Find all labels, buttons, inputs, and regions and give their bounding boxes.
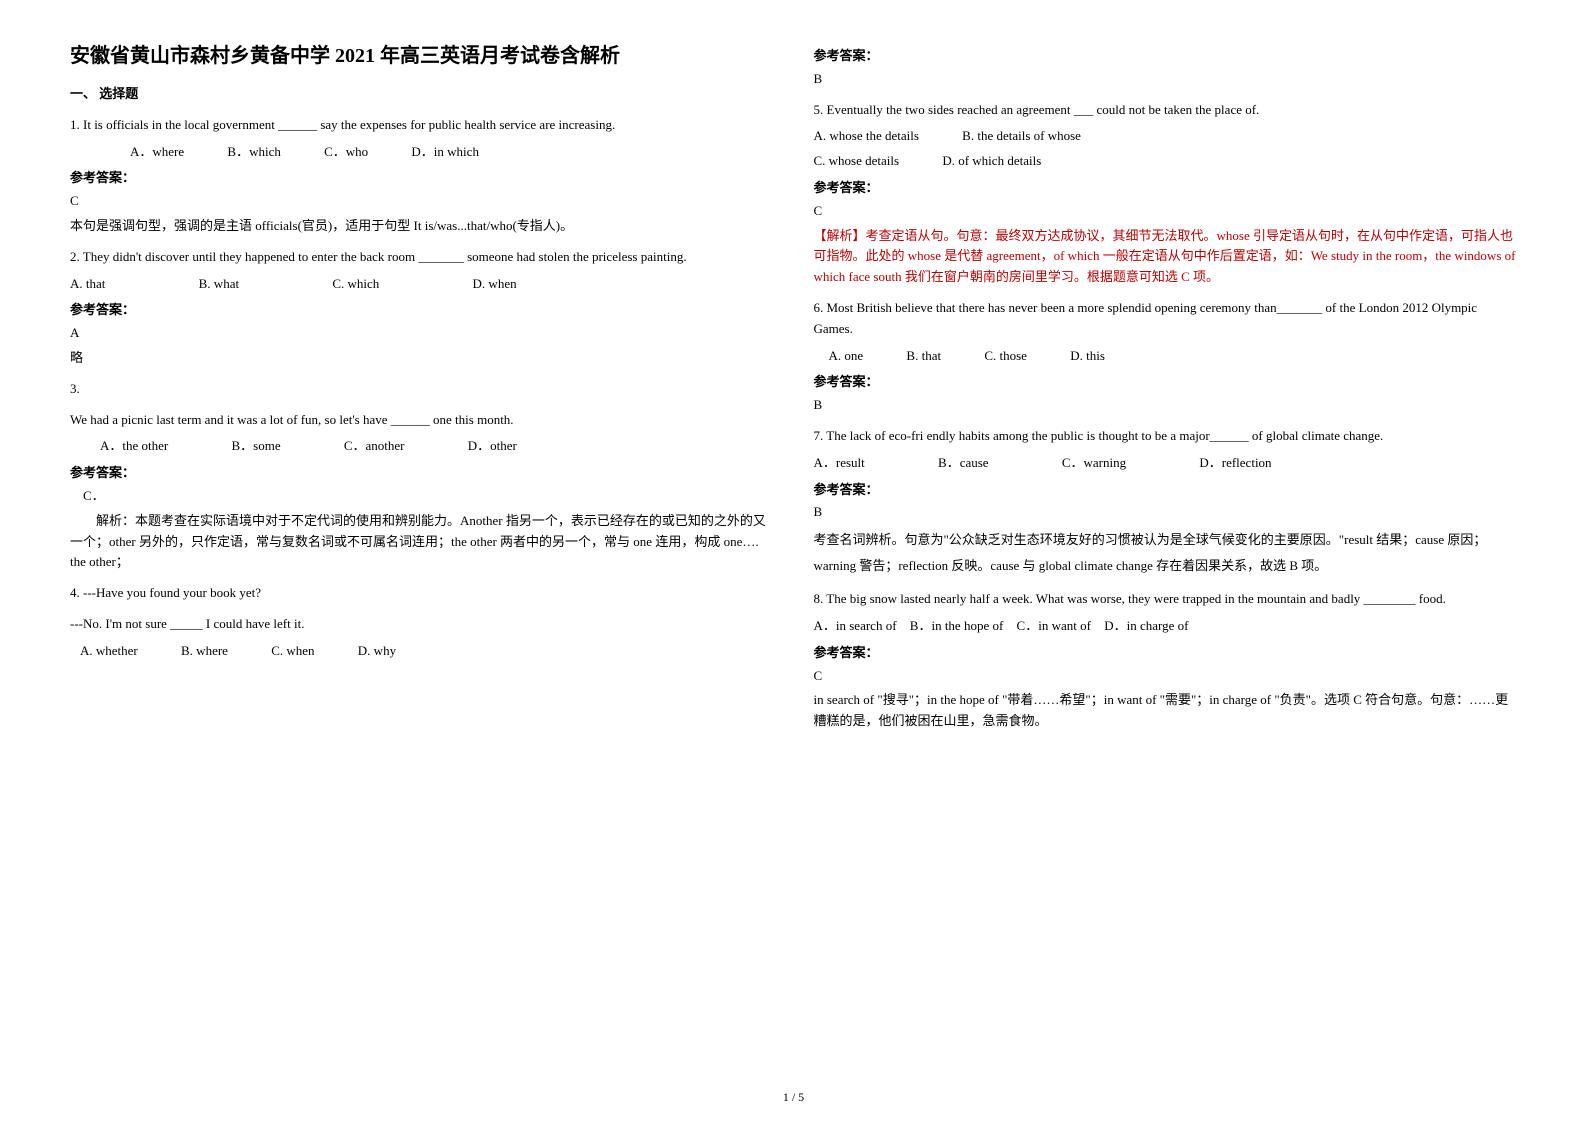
- q6-answer-label: 参考答案：: [814, 372, 1518, 393]
- q5-answer-label: 参考答案：: [814, 178, 1518, 199]
- q3-optC: C．another: [344, 436, 405, 457]
- q7-answer: B: [814, 502, 1518, 523]
- q3-stem: We had a picnic last term and it was a l…: [70, 410, 774, 431]
- q1-explain: 本句是强调句型，强调的是主语 officials(官员)，适用于句型 It is…: [70, 216, 774, 237]
- q8-stem: 8. The big snow lasted nearly half a wee…: [814, 589, 1518, 610]
- q4-options: A. whether B. where C. when D. why: [70, 641, 774, 662]
- q5-options-row2: C. whose details D. of which details: [814, 151, 1518, 172]
- q7-optA: A．result: [814, 453, 865, 474]
- q8-optD: D．in charge of: [1104, 616, 1188, 637]
- q6-optD: D. this: [1070, 346, 1105, 367]
- q1-stem: 1. It is officials in the local governme…: [70, 115, 774, 136]
- q8-optB: B．in the hope of: [910, 616, 1004, 637]
- q4-answer-label: 参考答案：: [814, 46, 1518, 67]
- q1-optA: A．where: [130, 142, 184, 163]
- q2-answer: A: [70, 323, 774, 344]
- q4-optB: B. where: [181, 641, 228, 662]
- q2-optD: D. when: [473, 274, 517, 295]
- q1-options: A．where B．which C．who D．in which: [70, 142, 774, 163]
- q5-explain: 【解析】考查定语从句。句意：最终双方达成协议，其细节无法取代。whose 引导定…: [814, 226, 1518, 288]
- q3-answer-label: 参考答案：: [70, 463, 774, 484]
- q6-options: A. one B. that C. those D. this: [814, 346, 1518, 367]
- q7-answer-label: 参考答案：: [814, 480, 1518, 501]
- q6-optA: A. one: [829, 346, 864, 367]
- q4-stem2: ---No. I'm not sure _____ I could have l…: [70, 614, 774, 635]
- q5-stem: 5. Eventually the two sides reached an a…: [814, 100, 1518, 121]
- q8-optC: C．in want of: [1017, 616, 1091, 637]
- q6-stem: 6. Most British believe that there has n…: [814, 298, 1518, 340]
- q7-explain: 考查名词辨析。句意为"公众缺乏对生态环境友好的习惯被认为是全球气候变化的主要原因…: [814, 527, 1518, 579]
- q5-optA: A. whose the details: [814, 126, 919, 147]
- q2-optC: C. which: [332, 274, 379, 295]
- q4-optA: A. whether: [80, 641, 138, 662]
- q8-explain: in search of "搜寻"；in the hope of "带着……希望…: [814, 690, 1518, 732]
- q1-optD: D．in which: [411, 142, 479, 163]
- document-title: 安徽省黄山市森村乡黄备中学 2021 年高三英语月考试卷含解析: [70, 40, 774, 72]
- q7-optC: C．warning: [1062, 453, 1126, 474]
- q8-answer: C: [814, 666, 1518, 687]
- q6-optB: B. that: [906, 346, 941, 367]
- q3-options: A．the other B．some C．another D．other: [70, 436, 774, 457]
- q7-optB: B．cause: [938, 453, 989, 474]
- q4-stem1: 4. ---Have you found your book yet?: [70, 583, 774, 604]
- q2-answer-label: 参考答案：: [70, 300, 774, 321]
- q4-optD: D. why: [358, 641, 396, 662]
- q3-optA: A．the other: [100, 436, 168, 457]
- q7-options: A．result B．cause C．warning D．reflection: [814, 453, 1518, 474]
- q8-options: A．in search of B．in the hope of C．in wan…: [814, 616, 1518, 637]
- q5-optD: D. of which details: [942, 151, 1041, 172]
- q8-optA: A．in search of: [814, 616, 897, 637]
- q5-optB: B. the details of whose: [962, 126, 1081, 147]
- q5-answer: C: [814, 201, 1518, 222]
- page-number: 1 / 5: [783, 1088, 804, 1107]
- q4-optC: C. when: [271, 641, 314, 662]
- q3-explain: 解析：本题考查在实际语境中对于不定代词的使用和辨别能力。Another 指另一个…: [70, 511, 774, 573]
- q1-answer-label: 参考答案：: [70, 168, 774, 189]
- q5-optC: C. whose details: [814, 151, 900, 172]
- q1-optB: B．which: [227, 142, 280, 163]
- section-heading: 一、 选择题: [70, 84, 774, 105]
- q1-answer: C: [70, 191, 774, 212]
- q7-optD: D．reflection: [1199, 453, 1271, 474]
- q7-stem: 7. The lack of eco-fri endly habits amon…: [814, 426, 1518, 447]
- q4-answer: B: [814, 69, 1518, 90]
- q3-answer: C．: [70, 486, 774, 507]
- q3-optD: D．other: [468, 436, 517, 457]
- q3-optB: B．some: [231, 436, 280, 457]
- q2-optB: B. what: [199, 274, 239, 295]
- q8-answer-label: 参考答案：: [814, 643, 1518, 664]
- q2-options: A. that B. what C. which D. when: [70, 274, 774, 295]
- q6-answer: B: [814, 395, 1518, 416]
- q6-optC: C. those: [984, 346, 1027, 367]
- q5-options-row1: A. whose the details B. the details of w…: [814, 126, 1518, 147]
- q1-optC: C．who: [324, 142, 368, 163]
- q2-stem: 2. They didn't discover until they happe…: [70, 247, 774, 268]
- q3-num: 3.: [70, 379, 774, 400]
- q2-explain: 略: [70, 348, 774, 369]
- q2-optA: A. that: [70, 274, 105, 295]
